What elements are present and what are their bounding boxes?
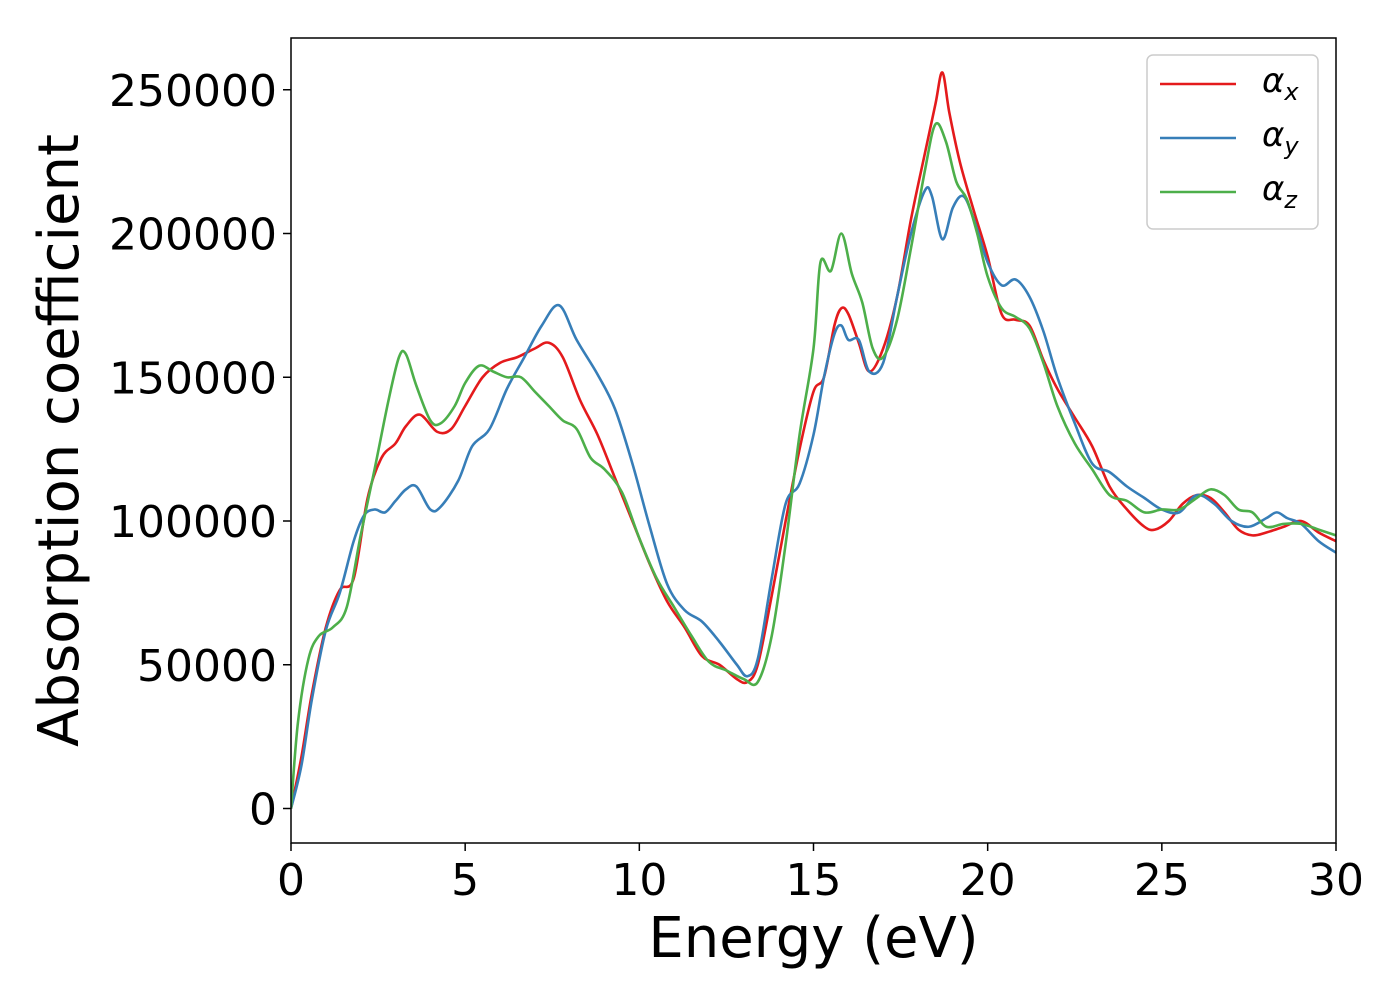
x-tick-label: 30 (1308, 855, 1364, 906)
series-line-x (291, 71, 1336, 809)
y-tick-label: 100000 (109, 497, 277, 548)
legend-label-subscript: x (1283, 78, 1299, 106)
x-tick-label: 25 (1134, 855, 1190, 906)
legend-label-y: αy (1262, 115, 1299, 160)
x-axis: 0 5 10 15 20 25 30 (277, 843, 1364, 906)
y-tick-label: 50000 (137, 641, 277, 692)
series-layer (291, 71, 1336, 809)
legend-box (1146, 54, 1319, 230)
y-tick-label: 250000 (109, 66, 277, 117)
legend-label-x: αx (1262, 61, 1299, 106)
y-axis: 0 50000 100000 150000 200000 250000 (109, 66, 291, 836)
series-line-z (291, 121, 1336, 809)
legend-label-z: αz (1262, 169, 1298, 214)
y-tick-label: 200000 (109, 210, 277, 261)
x-tick-label: 15 (786, 855, 842, 906)
legend-label-symbol: α (1262, 61, 1284, 101)
y-axis-label: Absorption coefficient (27, 134, 92, 747)
y-tick-label: 0 (249, 785, 277, 836)
legend-label-subscript: y (1283, 132, 1299, 160)
x-tick-label: 20 (960, 855, 1016, 906)
x-axis-label: Energy (eV) (648, 906, 978, 971)
series-line-y (291, 186, 1336, 809)
y-tick-label: 150000 (109, 353, 277, 404)
legend-label-symbol: α (1262, 169, 1284, 209)
x-tick-label: 5 (451, 855, 479, 906)
legend-label-subscript: z (1283, 186, 1298, 214)
legend-label-symbol: α (1262, 115, 1284, 155)
x-tick-label: 0 (277, 855, 305, 906)
x-tick-label: 10 (611, 855, 667, 906)
